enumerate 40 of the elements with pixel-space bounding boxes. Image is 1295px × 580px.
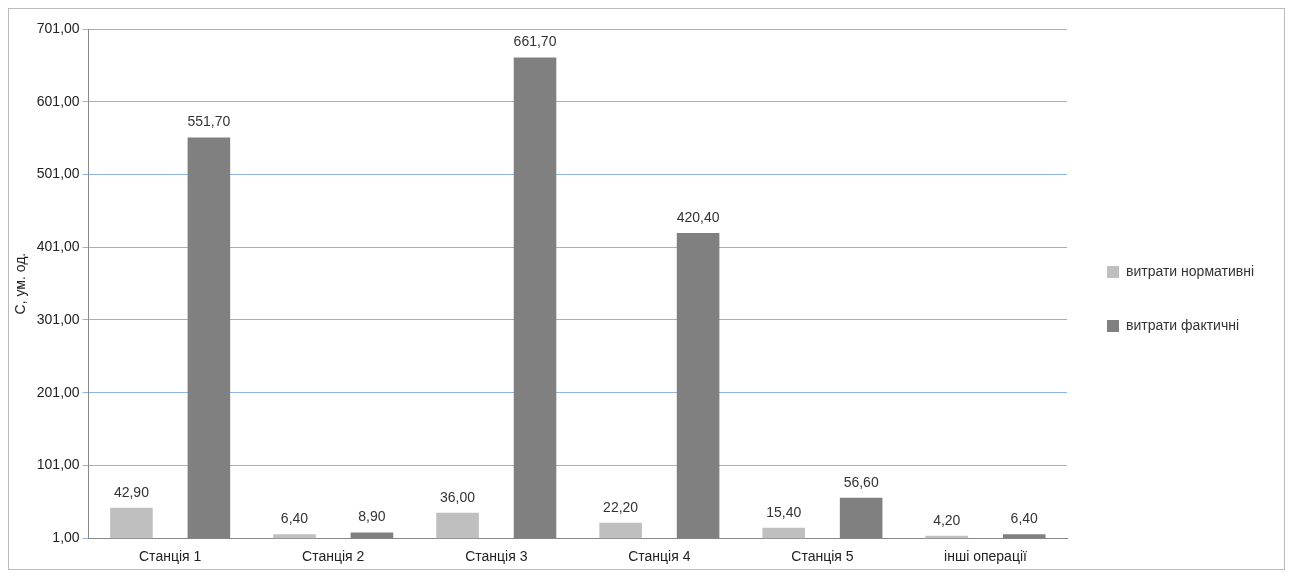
data-label: 661,70 [513, 33, 557, 50]
bar [187, 137, 231, 539]
y-tick-label: 301,00 [36, 310, 80, 327]
x-tick-label: Станція 3 [465, 548, 528, 565]
y-tick-label: 101,00 [36, 456, 80, 473]
data-label: 8,90 [358, 508, 386, 525]
data-label: 551,70 [187, 113, 231, 130]
x-tick-label: Станція 5 [791, 548, 854, 565]
bar [273, 534, 316, 539]
x-tick-label: Станція 2 [302, 548, 365, 565]
bar [350, 532, 394, 539]
y-axis-title: С, ум. од. [12, 252, 29, 315]
y-tick-label: 201,00 [36, 383, 80, 400]
data-label: 36,00 [440, 488, 476, 505]
data-label: 56,60 [843, 473, 879, 490]
x-tick-label: Станція 1 [139, 548, 202, 565]
y-tick-label: 1,00 [52, 529, 80, 546]
bar [599, 522, 642, 539]
data-label: 6,40 [280, 510, 309, 527]
bar [762, 527, 805, 539]
bar [513, 57, 557, 539]
y-tick-label: 501,00 [36, 165, 80, 182]
legend-label: витрати нормативні [1126, 262, 1255, 279]
y-tick-label: 601,00 [36, 92, 80, 109]
data-label: 22,20 [603, 498, 639, 515]
bar [676, 233, 720, 539]
data-label: 420,40 [676, 208, 720, 225]
bar [436, 512, 479, 539]
x-tick-label: інші операції [944, 548, 1027, 565]
data-label: 4,20 [933, 511, 961, 528]
y-tick-label: 401,00 [36, 238, 80, 255]
legend-label: витрати фактичні [1126, 316, 1240, 333]
bar [839, 497, 883, 539]
bar [110, 507, 153, 539]
y-tick-label: 701,00 [36, 19, 80, 36]
bar [1002, 534, 1046, 539]
data-label: 15,40 [766, 503, 802, 520]
data-label: 42,90 [113, 483, 150, 500]
x-tick-label: Станція 4 [628, 548, 691, 565]
data-label: 6,40 [1010, 510, 1039, 527]
